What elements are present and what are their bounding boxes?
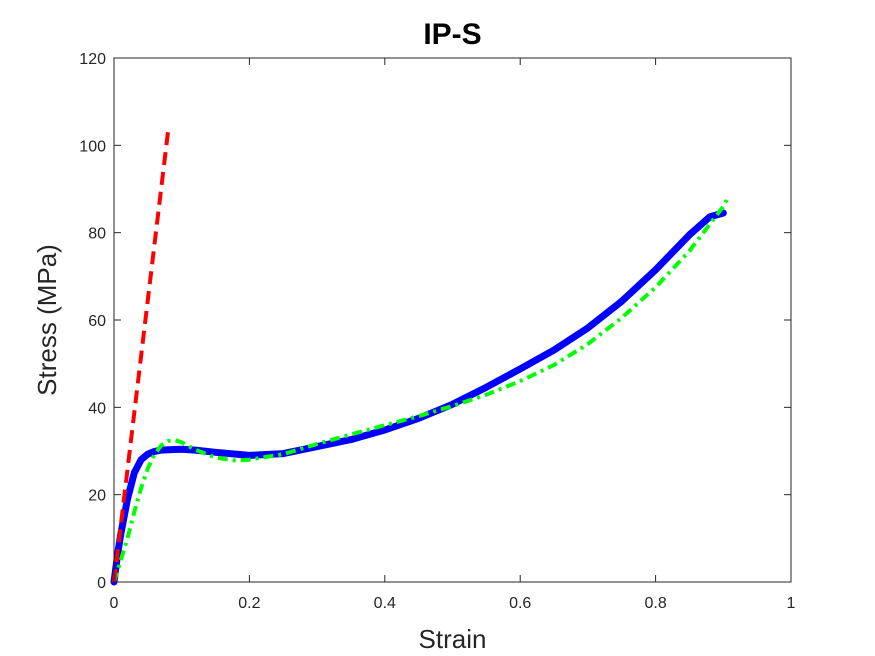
plot-area bbox=[114, 58, 791, 582]
series-line-solid bbox=[110, 209, 727, 586]
y-tick-label: 40 bbox=[88, 400, 106, 417]
y-tick-label: 60 bbox=[88, 313, 106, 330]
series-layer bbox=[110, 129, 729, 586]
y-tick-label: 100 bbox=[79, 138, 106, 155]
x-tick-label: 0.2 bbox=[238, 595, 260, 612]
tick-layer: 0 0.2 0.4 0.6 0.8 1 0 20 40 60 80 100 120 bbox=[79, 51, 795, 612]
y-axis-title: Stress (MPa) bbox=[32, 244, 62, 396]
y-tick-label: 20 bbox=[88, 488, 106, 505]
x-tick-label: 0.8 bbox=[644, 595, 666, 612]
y-tick-label: 120 bbox=[79, 51, 106, 68]
series-line-dashdot bbox=[112, 198, 729, 583]
y-tick-label: 80 bbox=[88, 226, 106, 243]
x-tick-label: 1 bbox=[787, 595, 796, 612]
y-tick-label: 0 bbox=[97, 575, 106, 592]
x-axis-title: Strain bbox=[419, 624, 487, 654]
x-tick-label: 0 bbox=[110, 595, 119, 612]
x-tick-label: 0.4 bbox=[374, 595, 396, 612]
chart-title: IP-S bbox=[423, 18, 481, 51]
x-tick-label: 0.6 bbox=[509, 595, 531, 612]
series-line-dashed bbox=[112, 129, 171, 583]
